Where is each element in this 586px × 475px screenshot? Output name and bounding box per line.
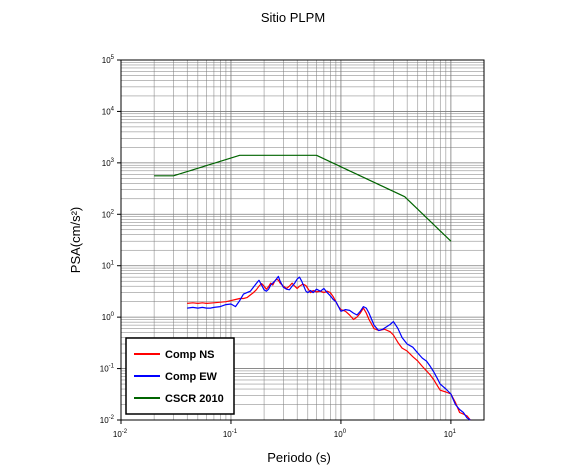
x-tick-exponent: 1 bbox=[453, 429, 457, 435]
x-tick-label: 10-2 bbox=[113, 429, 128, 439]
plot-frame bbox=[120, 59, 485, 421]
y-tick-base: 10 bbox=[102, 262, 111, 271]
y-tick-label: 104 bbox=[102, 106, 115, 116]
y-tick-exponent: 3 bbox=[111, 158, 115, 164]
y-tick-label: 10-1 bbox=[100, 364, 115, 374]
y-tick-exponent: -2 bbox=[109, 415, 115, 421]
y-tick-exponent: 1 bbox=[111, 261, 115, 267]
y-tick-label: 105 bbox=[102, 55, 115, 65]
x-tick-label: 101 bbox=[444, 429, 457, 439]
legend-label: Comp EW bbox=[165, 371, 218, 383]
y-tick-label: 10-2 bbox=[100, 415, 115, 425]
y-tick-label: 102 bbox=[102, 209, 115, 219]
x-tick-label: 100 bbox=[334, 429, 347, 439]
x-tick-base: 10 bbox=[113, 430, 122, 439]
x-tick-label: 10-1 bbox=[223, 429, 238, 439]
y-tick-base: 10 bbox=[102, 159, 111, 168]
x-tick-base: 10 bbox=[223, 430, 232, 439]
legend-label: CSCR 2010 bbox=[165, 393, 224, 405]
series-line-1 bbox=[187, 278, 471, 421]
y-tick-base: 10 bbox=[100, 416, 109, 425]
y-tick-base: 10 bbox=[102, 56, 111, 65]
x-tick-exponent: -1 bbox=[232, 429, 238, 435]
y-tick-exponent: 4 bbox=[111, 106, 115, 112]
grid bbox=[120, 59, 485, 421]
series-layer bbox=[154, 154, 471, 421]
x-tick-exponent: -2 bbox=[122, 429, 128, 435]
legend: Comp NS Comp EW CSCR 2010 bbox=[125, 337, 235, 415]
y-tick-exponent: 2 bbox=[111, 209, 115, 215]
y-tick-base: 10 bbox=[102, 210, 111, 219]
y-tick-base: 10 bbox=[102, 313, 111, 322]
y-tick-base: 10 bbox=[102, 107, 111, 116]
x-tick-base: 10 bbox=[334, 430, 343, 439]
y-tick-exponent: 5 bbox=[111, 55, 115, 61]
y-tick-label: 101 bbox=[102, 261, 115, 271]
series-line-3 bbox=[154, 154, 452, 242]
y-tick-label: 103 bbox=[102, 158, 115, 168]
x-axis-label: Periodo (s) bbox=[267, 450, 331, 465]
y-tick-base: 10 bbox=[100, 365, 109, 374]
y-tick-label: 100 bbox=[102, 312, 115, 322]
x-tick-exponent: 0 bbox=[343, 429, 347, 435]
series-line-2 bbox=[187, 275, 471, 421]
x-tick-base: 10 bbox=[444, 430, 453, 439]
y-axis-label: PSA(cm/s²) bbox=[68, 207, 83, 273]
legend-label: Comp NS bbox=[165, 349, 215, 361]
y-tick-exponent: -1 bbox=[109, 364, 115, 370]
y-tick-exponent: 0 bbox=[111, 312, 115, 318]
chart-title: Sitio PLPM bbox=[261, 10, 325, 25]
